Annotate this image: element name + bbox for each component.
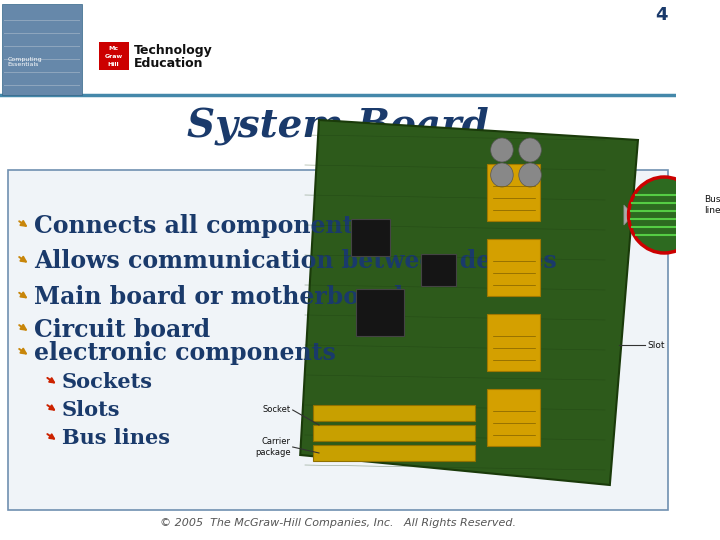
FancyBboxPatch shape — [7, 170, 668, 510]
Text: Computing
Essentials: Computing Essentials — [7, 57, 42, 68]
Text: Main board or motherboard: Main board or motherboard — [34, 285, 403, 309]
Circle shape — [519, 163, 541, 187]
Circle shape — [490, 138, 513, 162]
Text: Carrier
package: Carrier package — [255, 437, 291, 457]
Polygon shape — [300, 120, 638, 485]
FancyBboxPatch shape — [2, 4, 81, 94]
Text: Hill: Hill — [108, 62, 120, 67]
FancyBboxPatch shape — [313, 445, 474, 461]
Text: Technology: Technology — [134, 44, 213, 57]
Text: Graw: Graw — [104, 54, 122, 59]
Text: electronic components: electronic components — [34, 341, 336, 366]
Circle shape — [629, 177, 700, 253]
FancyBboxPatch shape — [351, 219, 390, 256]
FancyBboxPatch shape — [313, 405, 474, 421]
FancyBboxPatch shape — [487, 164, 541, 221]
FancyBboxPatch shape — [487, 239, 541, 296]
Text: Bus lines: Bus lines — [62, 429, 170, 449]
Text: Sockets: Sockets — [62, 372, 153, 393]
FancyBboxPatch shape — [421, 254, 456, 286]
FancyBboxPatch shape — [487, 389, 541, 446]
FancyBboxPatch shape — [313, 425, 474, 441]
Text: Connects all components: Connects all components — [34, 214, 366, 238]
Text: Bus
lines: Bus lines — [703, 195, 720, 215]
FancyBboxPatch shape — [487, 314, 541, 371]
Text: Education: Education — [134, 57, 204, 70]
Text: © 2005  The McGraw-Hill Companies, Inc.   All Rights Reserved.: © 2005 The McGraw-Hill Companies, Inc. A… — [160, 518, 516, 528]
Text: Allows communication between devices: Allows communication between devices — [34, 249, 557, 273]
Text: Circuit board: Circuit board — [34, 318, 210, 341]
Text: Socket: Socket — [263, 406, 291, 415]
FancyBboxPatch shape — [99, 42, 129, 70]
Polygon shape — [624, 205, 634, 225]
Text: 4: 4 — [655, 6, 668, 24]
Circle shape — [519, 138, 541, 162]
Text: System Board: System Board — [187, 106, 489, 145]
FancyBboxPatch shape — [356, 289, 405, 336]
Text: Slot: Slot — [647, 341, 665, 349]
Text: Mc: Mc — [109, 46, 119, 51]
Circle shape — [490, 163, 513, 187]
Text: Slots: Slots — [62, 400, 120, 420]
